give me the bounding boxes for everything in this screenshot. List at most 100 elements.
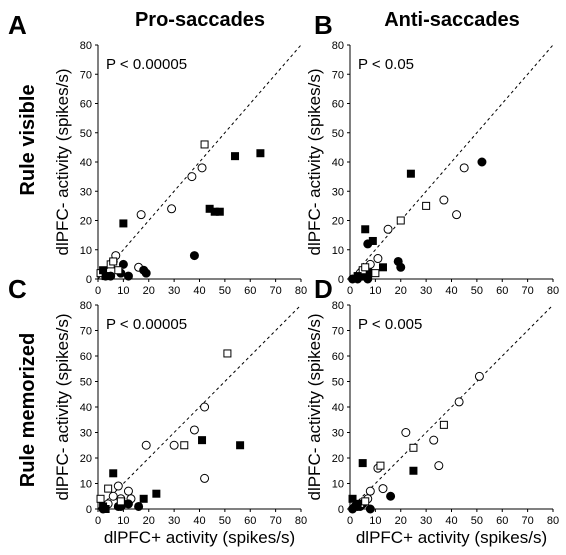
panel-c-y-axis-label: dlPFC- activity (spikes/s) [53,313,72,500]
panel-c-point-filled-circle [123,499,133,509]
panel-b-point-open-circle [439,195,449,205]
panel-b-point-open-circle [459,163,469,173]
panel-c-point-filled-circle [134,501,144,511]
panel-c-x-tick-label: 80 [295,515,307,527]
panel-a-point-open-circle [197,163,207,173]
panel-b-point-filled-square [378,263,387,272]
panel-b-x-tick-label: 30 [420,285,432,297]
panel-a-point-open-square [200,140,209,149]
panel-b-point-filled-square [353,272,362,281]
panel-c-point-open-circle [123,486,133,496]
panel-b-scatter: B 0 10 20 30 40 50 60 70 80 0 10 20 30 40 50 60 70 80 dlPFC… [305,10,559,297]
panel-c-point-open-square [223,349,232,358]
panel-b-y-tick-label: 70 [332,69,344,81]
panel-d-x-tick-label: 80 [547,515,559,527]
panel-a-point-filled-circle [189,251,199,261]
panel-b-y-tick-label: 60 [332,99,344,111]
panel-b-point-open-circle [373,254,383,264]
panel-c-point-open-circle [169,440,179,450]
panel-d-point-open-circle [378,484,388,494]
panel-c-point-filled-square [139,494,148,503]
panel-d-y-tick-label: 60 [332,351,344,363]
panel-b-y-tick-label: 40 [332,157,344,169]
panel-b-x-tick-label: 60 [496,285,508,297]
panel-a-x-tick-label: 80 [295,285,307,297]
panel-a-x-tick-label: 40 [193,285,205,297]
panel-d-point-open-square [439,420,448,429]
column-title-pro-saccades: Pro-saccades [135,9,265,31]
panel-a-y-tick-label: 60 [80,99,92,111]
panel-c-letter: C [8,274,27,304]
panel-c-y-tick-label: 30 [80,428,92,440]
panel-a-x-tick-label: 10 [117,285,129,297]
panel-d-x-tick-label: 60 [496,515,508,527]
panel-c-x-tick-label: 10 [117,515,129,527]
panel-a-point-open-circle [136,210,146,220]
panel-a-identity-line [97,44,302,280]
panel-d-point-filled-square [348,494,357,503]
panel-b-x-tick-label: 40 [445,285,457,297]
panel-a-x-tick-label: 20 [143,285,155,297]
panel-c-x-tick-label: 30 [168,515,180,527]
panel-c-y-tick-label: 20 [80,453,92,465]
row-title-rule-visible: Rule visible [17,84,39,195]
panel-b-y-tick-label: 20 [332,216,344,228]
panel-a-point-filled-square [231,152,240,161]
panel-d-point-open-circle [474,371,484,381]
panel-b-x-tick-label: 20 [395,285,407,297]
panel-b-y-tick-label: 80 [332,40,344,52]
panel-a-x-tick-label: 0 [95,285,101,297]
panel-d-x-tick-label: 20 [395,515,407,527]
panel-c-point-filled-square [236,441,245,450]
panel-d-y-tick-label: 70 [332,326,344,338]
panel-d-point-open-square [361,497,370,506]
panel-d-y-axis-label: dlPFC- activity (spikes/s) [305,313,324,500]
panel-c-x-tick-label: 0 [95,515,101,527]
panel-c-point-open-circle [108,491,118,501]
panel-d-point-open-circle [429,435,439,445]
panel-b-point-open-square [361,263,370,272]
panel-c-point-filled-square [101,505,110,513]
panel-c-p-value: P < 0.00005 [106,316,187,333]
panel-a-y-tick-label: 0 [86,274,92,286]
panel-b-identity-line [349,44,554,280]
panel-d-point-filled-square [358,459,367,468]
panel-d-point-filled-circle [386,491,396,501]
panel-a-x-tick-label: 30 [168,285,180,297]
panel-c-point-open-circle [189,425,199,435]
panel-c-point-open-circle [200,402,210,412]
panel-c-y-tick-label: 80 [80,300,92,312]
panel-a-scatter: A 0 10 20 30 40 50 60 70 80 0 10 20 30 40 50 60 70 80 dlPFC… [8,10,307,297]
panel-b-point-open-square [422,201,431,210]
panel-a-y-axis-label: dlPFC- activity (spikes/s) [53,68,72,255]
panel-b-x-tick-label: 50 [471,285,483,297]
panel-b-x-tick-label: 70 [522,285,534,297]
panel-d-x-tick-label: 50 [471,515,483,527]
panel-a-x-tick-label: 50 [219,285,231,297]
panel-c-y-tick-label: 60 [80,351,92,363]
panel-c-y-tick-label: 50 [80,377,92,389]
panel-c-x-tick-label: 70 [270,515,282,527]
panel-b-y-tick-label: 0 [338,274,344,286]
panel-a-point-filled-square [101,272,110,281]
panel-d-x-tick-label: 0 [347,515,353,527]
panel-b-point-filled-square [361,225,370,234]
panel-a-letter: A [8,10,27,40]
panel-a-point-filled-circle [141,268,151,278]
panel-d-x-tick-label: 40 [445,515,457,527]
panel-b-letter: B [314,10,333,40]
panel-a-point-filled-circle [123,271,133,281]
panel-a-y-tick-label: 20 [80,216,92,228]
panel-b-point-open-circle [452,210,462,220]
panel-d-p-value: P < 0.005 [358,316,422,333]
row-title-rule-memorized: Rule memorized [17,333,39,487]
panel-b-point-filled-circle [396,262,406,272]
panel-d-y-tick-label: 40 [332,402,344,414]
panel-d-point-filled-circle [365,504,375,514]
panel-c-point-filled-square [198,436,207,445]
panel-b-x-tick-label: 0 [347,285,353,297]
panel-a-point-open-square [114,266,123,275]
panel-d-point-filled-square [409,466,418,475]
panel-c-x-tick-label: 60 [244,515,256,527]
